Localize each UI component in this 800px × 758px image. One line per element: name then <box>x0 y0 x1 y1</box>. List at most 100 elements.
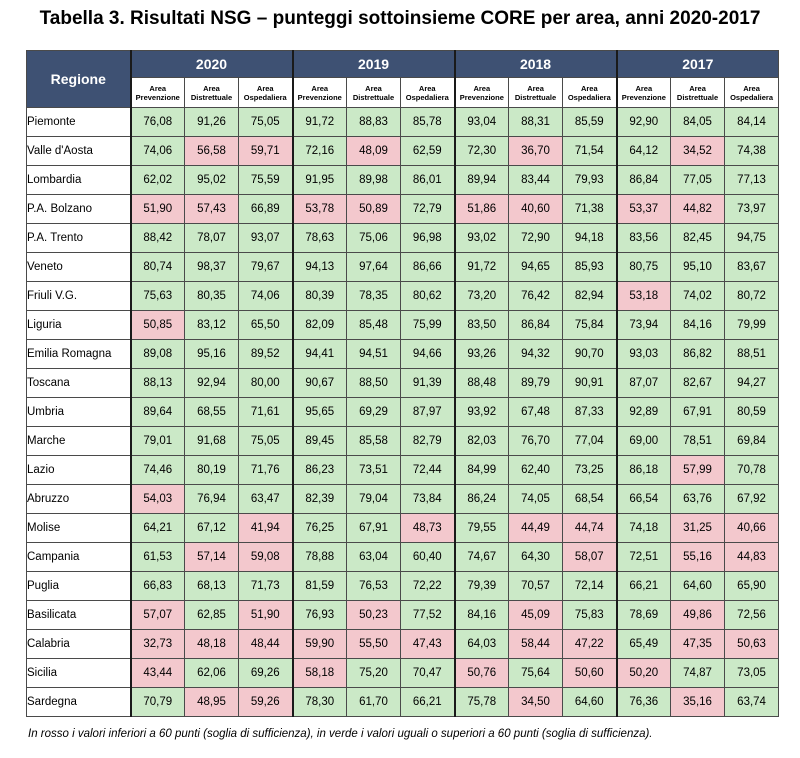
score-cell: 88,51 <box>724 339 780 369</box>
score-cell: 95,02 <box>184 165 239 195</box>
score-cell: 71,73 <box>237 571 294 601</box>
score-cell: 94,75 <box>724 223 780 253</box>
table-row: Umbria 89,64 68,55 71,61 95,65 69,29 87,97 93,9… <box>26 397 780 427</box>
score-cell: 88,31 <box>508 107 564 137</box>
score-cell: 44,83 <box>724 542 780 572</box>
score-cell: 65,50 <box>237 310 294 340</box>
score-cell: 41,94 <box>237 513 294 543</box>
score-cell: 70,47 <box>400 658 456 688</box>
score-cell: 31,25 <box>670 513 726 543</box>
score-cell: 60,40 <box>400 542 456 572</box>
score-cell: 68,13 <box>184 571 239 601</box>
score-cell: 70,78 <box>724 455 780 485</box>
score-cell: 75,05 <box>237 107 294 137</box>
score-cell: 83,56 <box>615 223 672 253</box>
region-name: Sardegna <box>26 687 131 717</box>
score-cell: 84,16 <box>670 310 726 340</box>
score-cell: 64,12 <box>615 136 672 166</box>
score-cell: 86,66 <box>400 252 456 282</box>
score-cell: 70,57 <box>508 571 564 601</box>
score-cell: 44,82 <box>670 194 726 224</box>
score-cell: 67,91 <box>346 513 402 543</box>
score-cell: 40,60 <box>508 194 564 224</box>
score-cell: 50,20 <box>615 658 672 688</box>
area-header-line: Distrettuale <box>514 92 557 102</box>
score-cell: 45,09 <box>508 600 564 630</box>
score-cell: 80,62 <box>400 281 456 311</box>
table-row: Liguria 50,85 83,12 65,50 82,09 85,48 75,99 83,… <box>26 310 780 340</box>
score-cell: 74,38 <box>724 136 780 166</box>
score-cell: 53,18 <box>615 281 672 311</box>
score-cell: 89,08 <box>129 339 185 369</box>
score-cell: 80,75 <box>615 252 672 282</box>
score-cell: 85,58 <box>346 426 402 456</box>
score-cell: 92,94 <box>184 368 239 398</box>
score-cell: 50,23 <box>346 600 402 630</box>
score-cell: 81,59 <box>291 571 348 601</box>
score-cell: 75,59 <box>237 165 294 195</box>
score-cell: 88,50 <box>346 368 402 398</box>
score-cell: 82,09 <box>291 310 348 340</box>
score-cell: 76,93 <box>291 600 348 630</box>
score-cell: 93,02 <box>453 223 510 253</box>
score-cell: 51,90 <box>237 600 294 630</box>
area-header-distrettuale: Area Distrettuale <box>508 77 564 108</box>
score-cell: 61,70 <box>346 687 402 717</box>
score-cell: 95,10 <box>670 252 726 282</box>
nsg-core-table: Regione 2020 2019 2018 2017 Area Prevenzi… <box>26 50 780 717</box>
score-cell: 66,89 <box>237 194 294 224</box>
score-cell: 66,21 <box>615 571 672 601</box>
score-cell: 94,51 <box>346 339 402 369</box>
area-header-line: Area <box>256 83 274 93</box>
table-row: Lazio 74,46 80,19 71,76 86,23 73,51 72,44 84,99… <box>26 455 780 485</box>
year-header-2020: 2020 <box>129 50 294 78</box>
score-cell: 69,00 <box>615 426 672 456</box>
area-header-ospedaliera: Area Ospedaliera <box>237 77 294 108</box>
score-cell: 89,45 <box>291 426 348 456</box>
score-cell: 65,49 <box>615 629 672 659</box>
area-header-line: Distrettuale <box>352 92 395 102</box>
score-cell: 35,16 <box>670 687 726 717</box>
score-cell: 90,67 <box>291 368 348 398</box>
table-row: Basilicata 57,07 62,85 51,90 76,93 50,23 77,52… <box>26 600 780 630</box>
score-cell: 76,94 <box>184 484 239 514</box>
area-header-line: Area <box>311 83 329 93</box>
area-header-line: Prevenzione <box>297 92 342 102</box>
area-header-line: Area <box>689 83 706 93</box>
score-cell: 88,42 <box>129 223 185 253</box>
score-cell: 93,04 <box>453 107 510 137</box>
score-cell: 74,67 <box>453 542 510 572</box>
score-cell: 80,35 <box>184 281 239 311</box>
score-cell: 64,60 <box>562 687 618 717</box>
score-cell: 87,07 <box>615 368 672 398</box>
table-row: Puglia 66,83 68,13 71,73 81,59 76,53 72,22 79,3… <box>26 571 780 601</box>
score-cell: 48,73 <box>400 513 456 543</box>
table-row: Lombardia 62,02 95,02 75,59 91,95 89,98 86,01 8… <box>26 165 780 195</box>
score-cell: 50,76 <box>453 658 510 688</box>
score-cell: 72,30 <box>453 136 510 166</box>
score-cell: 86,01 <box>400 165 456 195</box>
region-name: Abruzzo <box>26 484 131 514</box>
score-cell: 93,92 <box>453 397 510 427</box>
score-cell: 94,41 <box>291 339 348 369</box>
score-cell: 59,71 <box>237 136 294 166</box>
region-name: Sicilia <box>26 658 131 688</box>
region-name: Marche <box>26 426 131 456</box>
score-cell: 44,74 <box>562 513 618 543</box>
table-row: Friuli V.G. 75,63 80,35 74,06 80,39 78,35 80,6… <box>26 281 780 311</box>
score-cell: 64,60 <box>670 571 726 601</box>
score-cell: 72,79 <box>400 194 456 224</box>
area-header-line: Ospedaliera <box>405 92 449 102</box>
score-cell: 73,05 <box>724 658 780 688</box>
score-cell: 69,84 <box>724 426 780 456</box>
score-cell: 79,01 <box>129 426 185 456</box>
score-cell: 82,79 <box>400 426 456 456</box>
score-cell: 75,63 <box>129 281 185 311</box>
score-cell: 88,83 <box>346 107 402 137</box>
score-cell: 93,26 <box>453 339 510 369</box>
score-cell: 91,68 <box>184 426 239 456</box>
score-cell: 82,03 <box>453 426 510 456</box>
area-header-ospedaliera: Area Ospedaliera <box>400 77 456 108</box>
score-cell: 89,64 <box>129 397 185 427</box>
score-cell: 51,90 <box>129 194 185 224</box>
